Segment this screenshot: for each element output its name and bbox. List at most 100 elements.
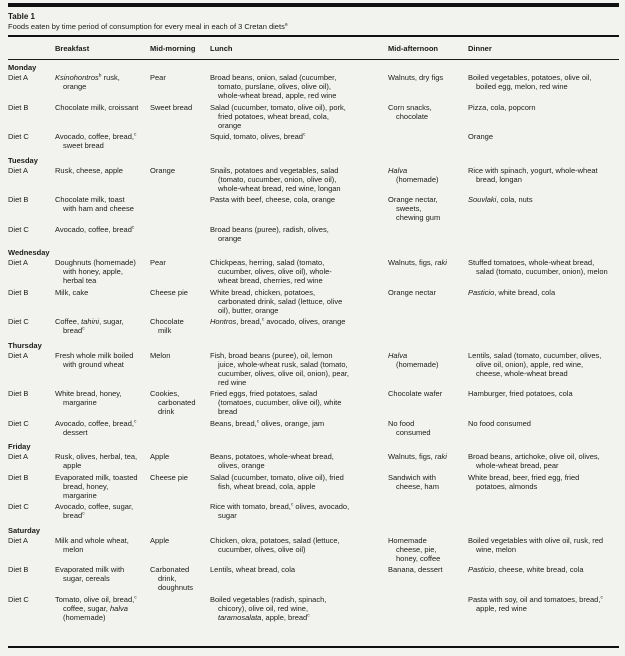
cell-dinner-text: Boiled vegetables, potatoes, olive oil, …	[468, 73, 592, 91]
cell-mid-morning-text: Cheese pie	[150, 472, 188, 482]
cell-dinner-text: Orange	[468, 132, 494, 141]
diet-row: Diet A Ksinohontrosb rusk, orange Pear Broa…	[8, 73, 619, 103]
day-header: Wednesday	[8, 248, 50, 257]
day-header: Saturday	[8, 525, 41, 535]
col-header-empty	[8, 37, 55, 60]
cell-mid-morning: Cookies, carbonated drink	[150, 389, 210, 419]
diet-row: Diet B Milk, cake Cheese pie White bread, c…	[8, 288, 619, 318]
cell-breakfast: Tomato, olive oil, bread,c coffee, sugar…	[55, 595, 150, 625]
diet-label: Diet B	[8, 389, 29, 398]
diet-label: Diet C	[8, 132, 29, 141]
diet-label: Diet A	[8, 258, 29, 267]
diet-label: Diet B	[8, 195, 29, 204]
cell-mid-afternoon: Orange nectar, sweets, chewing gum	[388, 195, 468, 225]
cell-lunch: Chicken, okra, potatoes, salad (lettuce,…	[210, 536, 388, 566]
cell-dinner-text: Broad beans, artichoke, olive oil, olive…	[468, 452, 600, 470]
cell-mid-afternoon: Walnuts, figs, raki	[388, 258, 468, 288]
cell-dinner-text: Pasta with soy, oil and tomatoes, bread,…	[468, 594, 603, 613]
cell-mid-morning-text: Melon	[150, 350, 171, 360]
diet-row: Diet A Doughnuts (homemade) with honey, a…	[8, 258, 619, 288]
cell-lunch-text: Pasta with beef, cheese, cola, orange	[210, 195, 336, 204]
cell-mid-afternoon-text: Orange nectar, sweets, chewing gum	[388, 195, 441, 222]
cell-lunch-text: Salad (cucumber, tomato, olive oil), por…	[210, 102, 346, 130]
cell-dinner: Pizza, cola, popcorn	[468, 103, 619, 133]
diet-row: Diet A Milk and whole wheat, melon Apple Ch…	[8, 536, 619, 566]
cell-breakfast: Chocolate milk, toast with ham and chees…	[55, 195, 150, 225]
table-caption: Foods eaten by time period of consumptio…	[8, 22, 619, 32]
cell-breakfast-text: Avocado, coffee, sugar, breadc	[55, 502, 134, 520]
col-header-lunch: Lunch	[210, 37, 388, 60]
cell-breakfast: Chocolate milk, croissant	[55, 103, 150, 133]
diet-row: Diet C Avocado, coffee, sugar, breadc Rice…	[8, 502, 619, 523]
diet-label: Diet A	[8, 73, 29, 82]
caption-text: Foods eaten by time period of consumptio…	[8, 22, 285, 31]
diet-row: Diet C Avocado, coffee, breadc Broad beans…	[8, 225, 619, 246]
cell-mid-afternoon-text: Chocolate wafer	[388, 389, 443, 398]
diet-label: Diet C	[8, 418, 29, 428]
cell-dinner: No food consumed	[468, 419, 619, 440]
cell-mid-afternoon: Banana, dessert	[388, 565, 468, 595]
cell-mid-morning-text: Chocolate milk	[150, 317, 184, 335]
cell-dinner-text: Pasticio, white bread, cola	[468, 287, 556, 297]
cell-mid-morning	[150, 195, 210, 225]
cell-dinner: Rice with spinach, yogurt, whole-wheat b…	[468, 166, 619, 196]
cell-dinner: Pasticio, white bread, cola	[468, 288, 619, 318]
cell-mid-morning: Cheese pie	[150, 473, 210, 503]
diet-label: Diet A	[8, 165, 29, 175]
day-section-row: Wednesday	[8, 245, 619, 258]
cell-breakfast: Avocado, coffee, breadc	[55, 225, 150, 246]
cell-breakfast: Milk and whole wheat, melon	[55, 536, 150, 566]
cell-mid-morning-text: Pear	[150, 73, 166, 82]
cell-dinner-text: Hamburger, fried potatoes, cola	[468, 389, 573, 398]
day-section-row: Friday	[8, 439, 619, 452]
cell-lunch: Broad beans, onion, salad (cucumber, tom…	[210, 73, 388, 103]
cell-mid-afternoon: Halva (homemade)	[388, 166, 468, 196]
diet-row: Diet B Evaporated milk with sugar, cereal…	[8, 565, 619, 595]
cell-mid-afternoon	[388, 595, 468, 625]
cell-lunch-text: Broad beans, onion, salad (cucumber, tom…	[210, 73, 337, 100]
cell-breakfast-text: Tomato, olive oil, bread,c coffee, sugar…	[55, 594, 137, 622]
cell-mid-morning: Pear	[150, 258, 210, 288]
cell-lunch: Chickpeas, herring, salad (tomato, cucum…	[210, 258, 388, 288]
cell-dinner-text: Pasticio, cheese, white bread, cola	[468, 565, 584, 574]
cell-mid-morning-text: Pear	[150, 258, 166, 267]
cell-mid-afternoon: Walnuts, dry figs	[388, 73, 468, 103]
cell-lunch-text: Lentils, wheat bread, cola	[210, 565, 296, 574]
cell-dinner-text: White bread, beer, fried egg, fried pota…	[468, 472, 580, 491]
cell-mid-morning-text: Cookies, carbonated drink	[150, 389, 196, 416]
cell-breakfast-text: Milk, cake	[55, 287, 89, 297]
cell-dinner: Boiled vegetables, potatoes, olive oil, …	[468, 73, 619, 103]
diet-row: Diet C Tomato, olive oil, bread,c coffee,…	[8, 595, 619, 625]
cell-breakfast: Fresh whole milk boiled with ground whea…	[55, 351, 150, 390]
cell-mid-afternoon: Halva (homemade)	[388, 351, 468, 390]
cell-mid-afternoon-text: Halva (homemade)	[388, 350, 439, 369]
col-header-mid-morning: Mid-morning	[150, 37, 210, 60]
top-rule	[8, 3, 619, 7]
cell-breakfast-text: Chocolate milk, toast with ham and chees…	[55, 195, 134, 213]
cell-mid-afternoon-text: No food consumed	[388, 418, 431, 437]
diet-row: Diet C Avocado, coffee, bread,c dessert Be…	[8, 419, 619, 440]
cell-dinner	[468, 225, 619, 246]
cell-breakfast-text: Ksinohontrosb rusk, orange	[55, 73, 120, 91]
cell-mid-afternoon: Chocolate wafer	[388, 389, 468, 419]
cell-breakfast-text: Coffee, tahini, sugar, breadc	[55, 317, 124, 335]
cell-mid-afternoon-text: Walnuts, figs, raki	[388, 258, 447, 267]
day-section-row: Thursday	[8, 338, 619, 351]
cell-mid-morning: Orange	[150, 166, 210, 196]
cell-dinner-text: Rice with spinach, yogurt, whole-wheat b…	[468, 165, 598, 184]
cell-mid-morning: Apple	[150, 452, 210, 473]
cell-mid-afternoon-text: Orange nectar	[388, 287, 436, 297]
cell-mid-morning	[150, 502, 210, 523]
diet-row: Diet C Avocado, coffee, bread,c sweet bre…	[8, 132, 619, 153]
cell-breakfast-text: Chocolate milk, croissant	[55, 102, 139, 112]
cell-breakfast: Avocado, coffee, bread,c sweet bread	[55, 132, 150, 153]
cell-breakfast: Ksinohontrosb rusk, orange	[55, 73, 150, 103]
col-header-dinner: Dinner	[468, 37, 619, 60]
column-header-row: Breakfast Mid-morning Lunch Mid-afternoo…	[8, 37, 619, 60]
cell-dinner: Boiled vegetables with olive oil, rusk, …	[468, 536, 619, 566]
cell-breakfast: White bread, honey, margarine	[55, 389, 150, 419]
cell-mid-morning: Chocolate milk	[150, 317, 210, 338]
cell-lunch-text: Broad beans (puree), radish, olives, ora…	[210, 224, 329, 243]
diet-label: Diet A	[8, 535, 29, 545]
